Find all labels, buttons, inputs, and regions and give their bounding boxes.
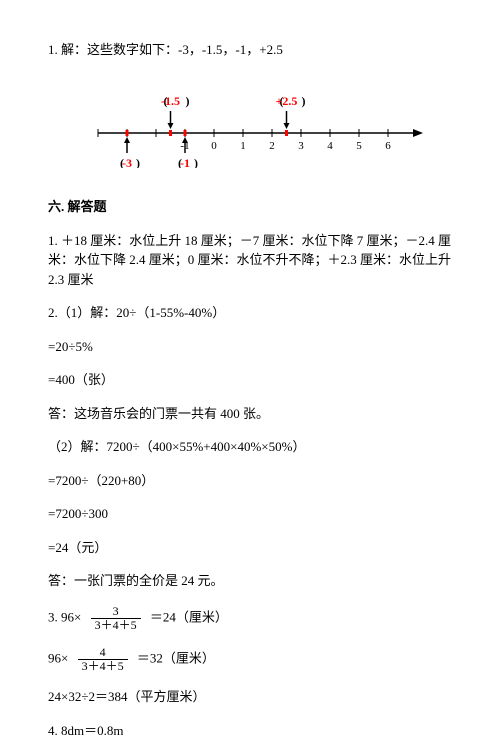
svg-text:): ) [302, 94, 306, 108]
svg-text:): ) [194, 156, 198, 168]
q3-fraction2: 4 3＋4＋5 [78, 646, 128, 673]
q2b-line4: =24（元） [48, 538, 452, 558]
q3-prefix: 3. 96× [48, 609, 81, 624]
q3-frac1-den: 3＋4＋5 [91, 619, 141, 632]
svg-text:4: 4 [327, 140, 333, 152]
q4: 4. 8dm＝0.8m [48, 721, 452, 740]
q3-eq2: 96× 4 3＋4＋5 ＝32（厘米） [48, 646, 452, 673]
q3-frac2-num: 4 [78, 646, 128, 660]
q2-answer: 答：这场音乐会的门票一共有 400 张。 [48, 404, 452, 424]
svg-text:): ) [136, 156, 140, 168]
q3-eq1: 3. 96× 3 3＋4＋5 ＝24（厘米） [48, 605, 452, 632]
q2b-answer: 答：一张门票的全价是 24 元。 [48, 571, 452, 591]
svg-text:-1.5: -1.5 [161, 94, 180, 108]
section-6-title: 六. 解答题 [48, 197, 452, 217]
q3-frac2-den: 3＋4＋5 [78, 660, 128, 673]
q2-line3: =400（张） [48, 370, 452, 390]
svg-text:+2.5: +2.5 [276, 94, 298, 108]
svg-text:1: 1 [240, 140, 246, 152]
svg-text:-3: -3 [122, 156, 132, 168]
q2b-line1: （2）解：7200÷（400×55%+400×40%×50%） [48, 437, 452, 457]
svg-text:2: 2 [269, 140, 275, 152]
number-line-diagram: -10123456(-1.5)(+2.5)(-3)(-1) [88, 78, 452, 174]
problem-1-intro: 1. 解：这些数字如下：-3，-1.5，-1，+2.5 [48, 40, 452, 60]
q2-line1: 2.（1）解：20÷（1-55%-40%） [48, 303, 452, 323]
q3-fraction1: 3 3＋4＋5 [91, 605, 141, 632]
q3-eq1-suffix: ＝24（厘米） [150, 609, 228, 624]
q3-frac1-num: 3 [91, 605, 141, 619]
svg-text:0: 0 [211, 140, 217, 152]
q3-eq2-suffix: ＝32（厘米） [137, 651, 215, 666]
q1-text: 1. ＋18 厘米：水位上升 18 厘米；－7 厘米：水位下降 7 厘米；－2.… [48, 231, 452, 290]
q2b-line2: =7200÷（220+80） [48, 471, 452, 491]
svg-text:): ) [186, 94, 190, 108]
q2b-line3: =7200÷300 [48, 504, 452, 524]
svg-text:3: 3 [298, 140, 304, 152]
svg-text:6: 6 [385, 140, 391, 152]
q2-line2: =20÷5% [48, 337, 452, 357]
svg-text:-1: -1 [180, 156, 190, 168]
q3-final: 24×32÷2＝384（平方厘米） [48, 687, 452, 707]
q3-prefix2: 96× [48, 651, 68, 666]
svg-text:5: 5 [356, 140, 362, 152]
